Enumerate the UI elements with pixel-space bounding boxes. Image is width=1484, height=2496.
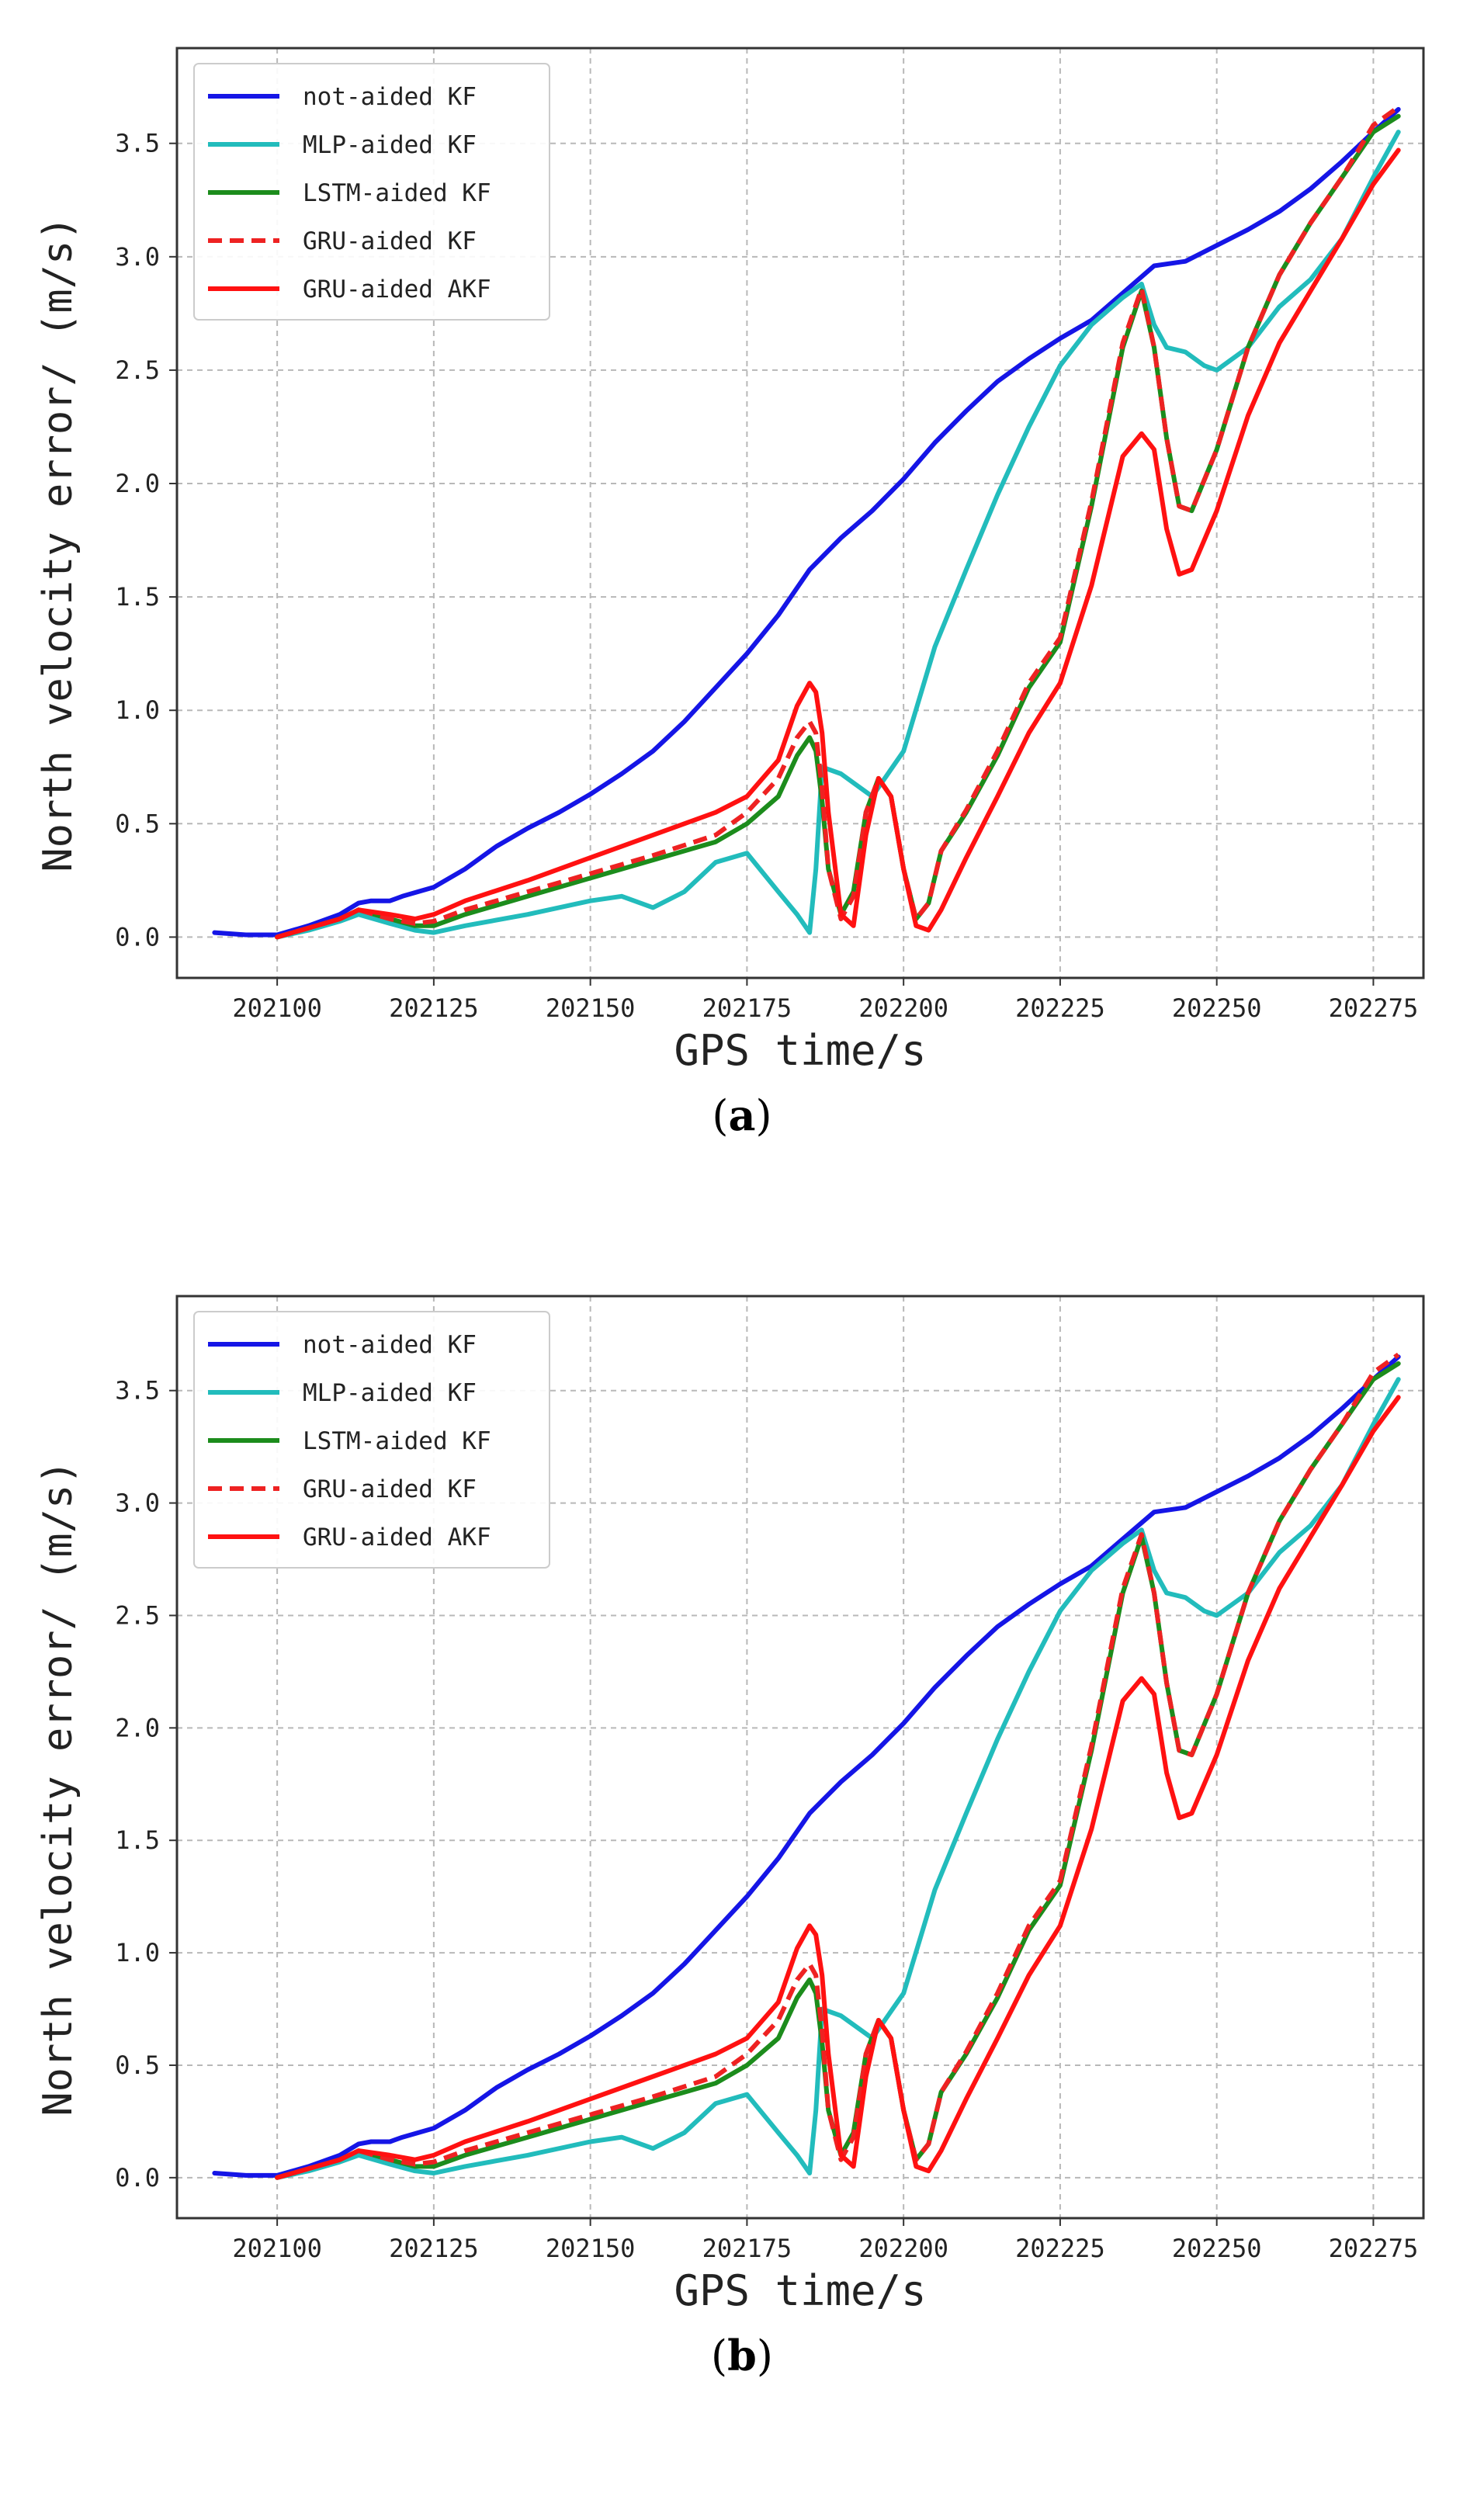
chart-b-ytick-label: 3.0 [115,1489,160,1518]
chart-a-series-not-aided-kf [212,106,1401,938]
chart-a-xtick-label: 202200 [858,993,948,1023]
chart-b-series-not-aided-kf [212,1354,1401,2178]
chart-a-xtick-label: 202225 [1015,993,1105,1023]
chart-a-ytick-label: 0.5 [115,809,160,838]
chart-a-frame [175,47,1425,979]
chart-b-series-mlp-aided-kf [275,1377,1401,2180]
chart-b-xtick-label: 202125 [389,2234,479,2263]
chart-a-x-axis-title: GPS time/s [674,1026,926,1075]
panel-a-caption: (a) [712,1090,772,1140]
panel-a-label: a [728,1090,756,1140]
chart-a-xtick-label: 202100 [232,993,322,1023]
chart-b-ytick-label: 0.0 [115,2163,160,2193]
panel-b-label: b [727,2331,757,2380]
chart-a-xtick-label: 202275 [1329,993,1419,1023]
chart-a-y-axis-title: North velocity error/ (m/s) [35,216,81,872]
chart-b-svg: 202100 202125 202150 202175 202200 202225 2022… [35,1295,1425,2315]
chart-a-ytick-label: 1.0 [115,695,160,725]
chart-a-legend-label: GRU-aided KF [303,227,477,255]
chart-a-legend-label: not-aided KF [303,83,477,111]
chart-a-xtick-label: 202125 [389,993,479,1023]
chart-panel-a: 202100 202125 202150 202175 202200 202225 2022… [35,47,1425,1140]
panel-b-caption: (b) [711,2331,773,2380]
chart-b-series-gru-aided-akf [275,1395,1401,2180]
chart-b-ytick-label: 3.5 [115,1376,160,1406]
chart-b-xtick-label: 202100 [232,2234,322,2263]
chart-a-svg: 202100 202125 202150 202175 202200 202225 2022… [35,47,1425,1075]
chart-b-legend-label: GRU-aided KF [303,1475,477,1503]
chart-b-legend-label: GRU-aided AKF [303,1524,491,1551]
chart-a-ytick-label: 2.5 [115,355,160,385]
chart-b-x-axis-title: GPS time/s [674,2266,926,2315]
chart-b-y-axis-title: North velocity error/ (m/s) [35,1460,81,2116]
chart-b-xtick-label: 202175 [702,2234,792,2263]
chart-a-legend-label: GRU-aided AKF [303,276,491,303]
chart-a-series-gru-aided-akf [275,147,1401,940]
chart-a-xtick-label: 202150 [546,993,636,1023]
chart-b-ytick-label: 1.5 [115,1825,160,1855]
chart-b-ytick-label: 1.0 [115,1938,160,1967]
chart-panel-b: 202100 202125 202150 202175 202200 202225 2022… [0,1248,1484,2496]
chart-a-ytick-label: 3.0 [115,242,160,272]
chart-b-legend-label: MLP-aided KF [303,1379,477,1407]
chart-a-ytick-label: 3.5 [115,129,160,158]
chart-b-xtick-label: 202275 [1329,2234,1419,2263]
chart-b-legend [193,1311,550,1569]
chart-a-ytick-label: 0.0 [115,922,160,952]
chart-b-xtick-label: 202150 [546,2234,636,2263]
chart-b-xtick-label: 202200 [858,2234,948,2263]
chart-a-xtick-label: 202175 [702,993,792,1023]
chart-b-legend-label: LSTM-aided KF [303,1427,491,1455]
chart-a-legend-label: LSTM-aided KF [303,179,491,207]
chart-a-legend [193,63,550,321]
chart-a-series-mlp-aided-kf [275,130,1401,940]
chart-a-ytick-label: 1.5 [115,582,160,612]
chart-b-xtick-label: 202250 [1172,2234,1262,2263]
chart-b-xtick-label: 202225 [1015,2234,1105,2263]
chart-b-ytick-label: 0.5 [115,2051,160,2080]
chart-b-frame [175,1295,1425,2220]
chart-b-legend-label: not-aided KF [303,1331,477,1359]
chart-a-ytick-label: 2.0 [115,469,160,498]
chart-a-legend-label: MLP-aided KF [303,131,477,159]
chart-b-ytick-label: 2.0 [115,1713,160,1742]
chart-b-ytick-label: 2.5 [115,1600,160,1630]
chart-a-xtick-label: 202250 [1172,993,1262,1023]
